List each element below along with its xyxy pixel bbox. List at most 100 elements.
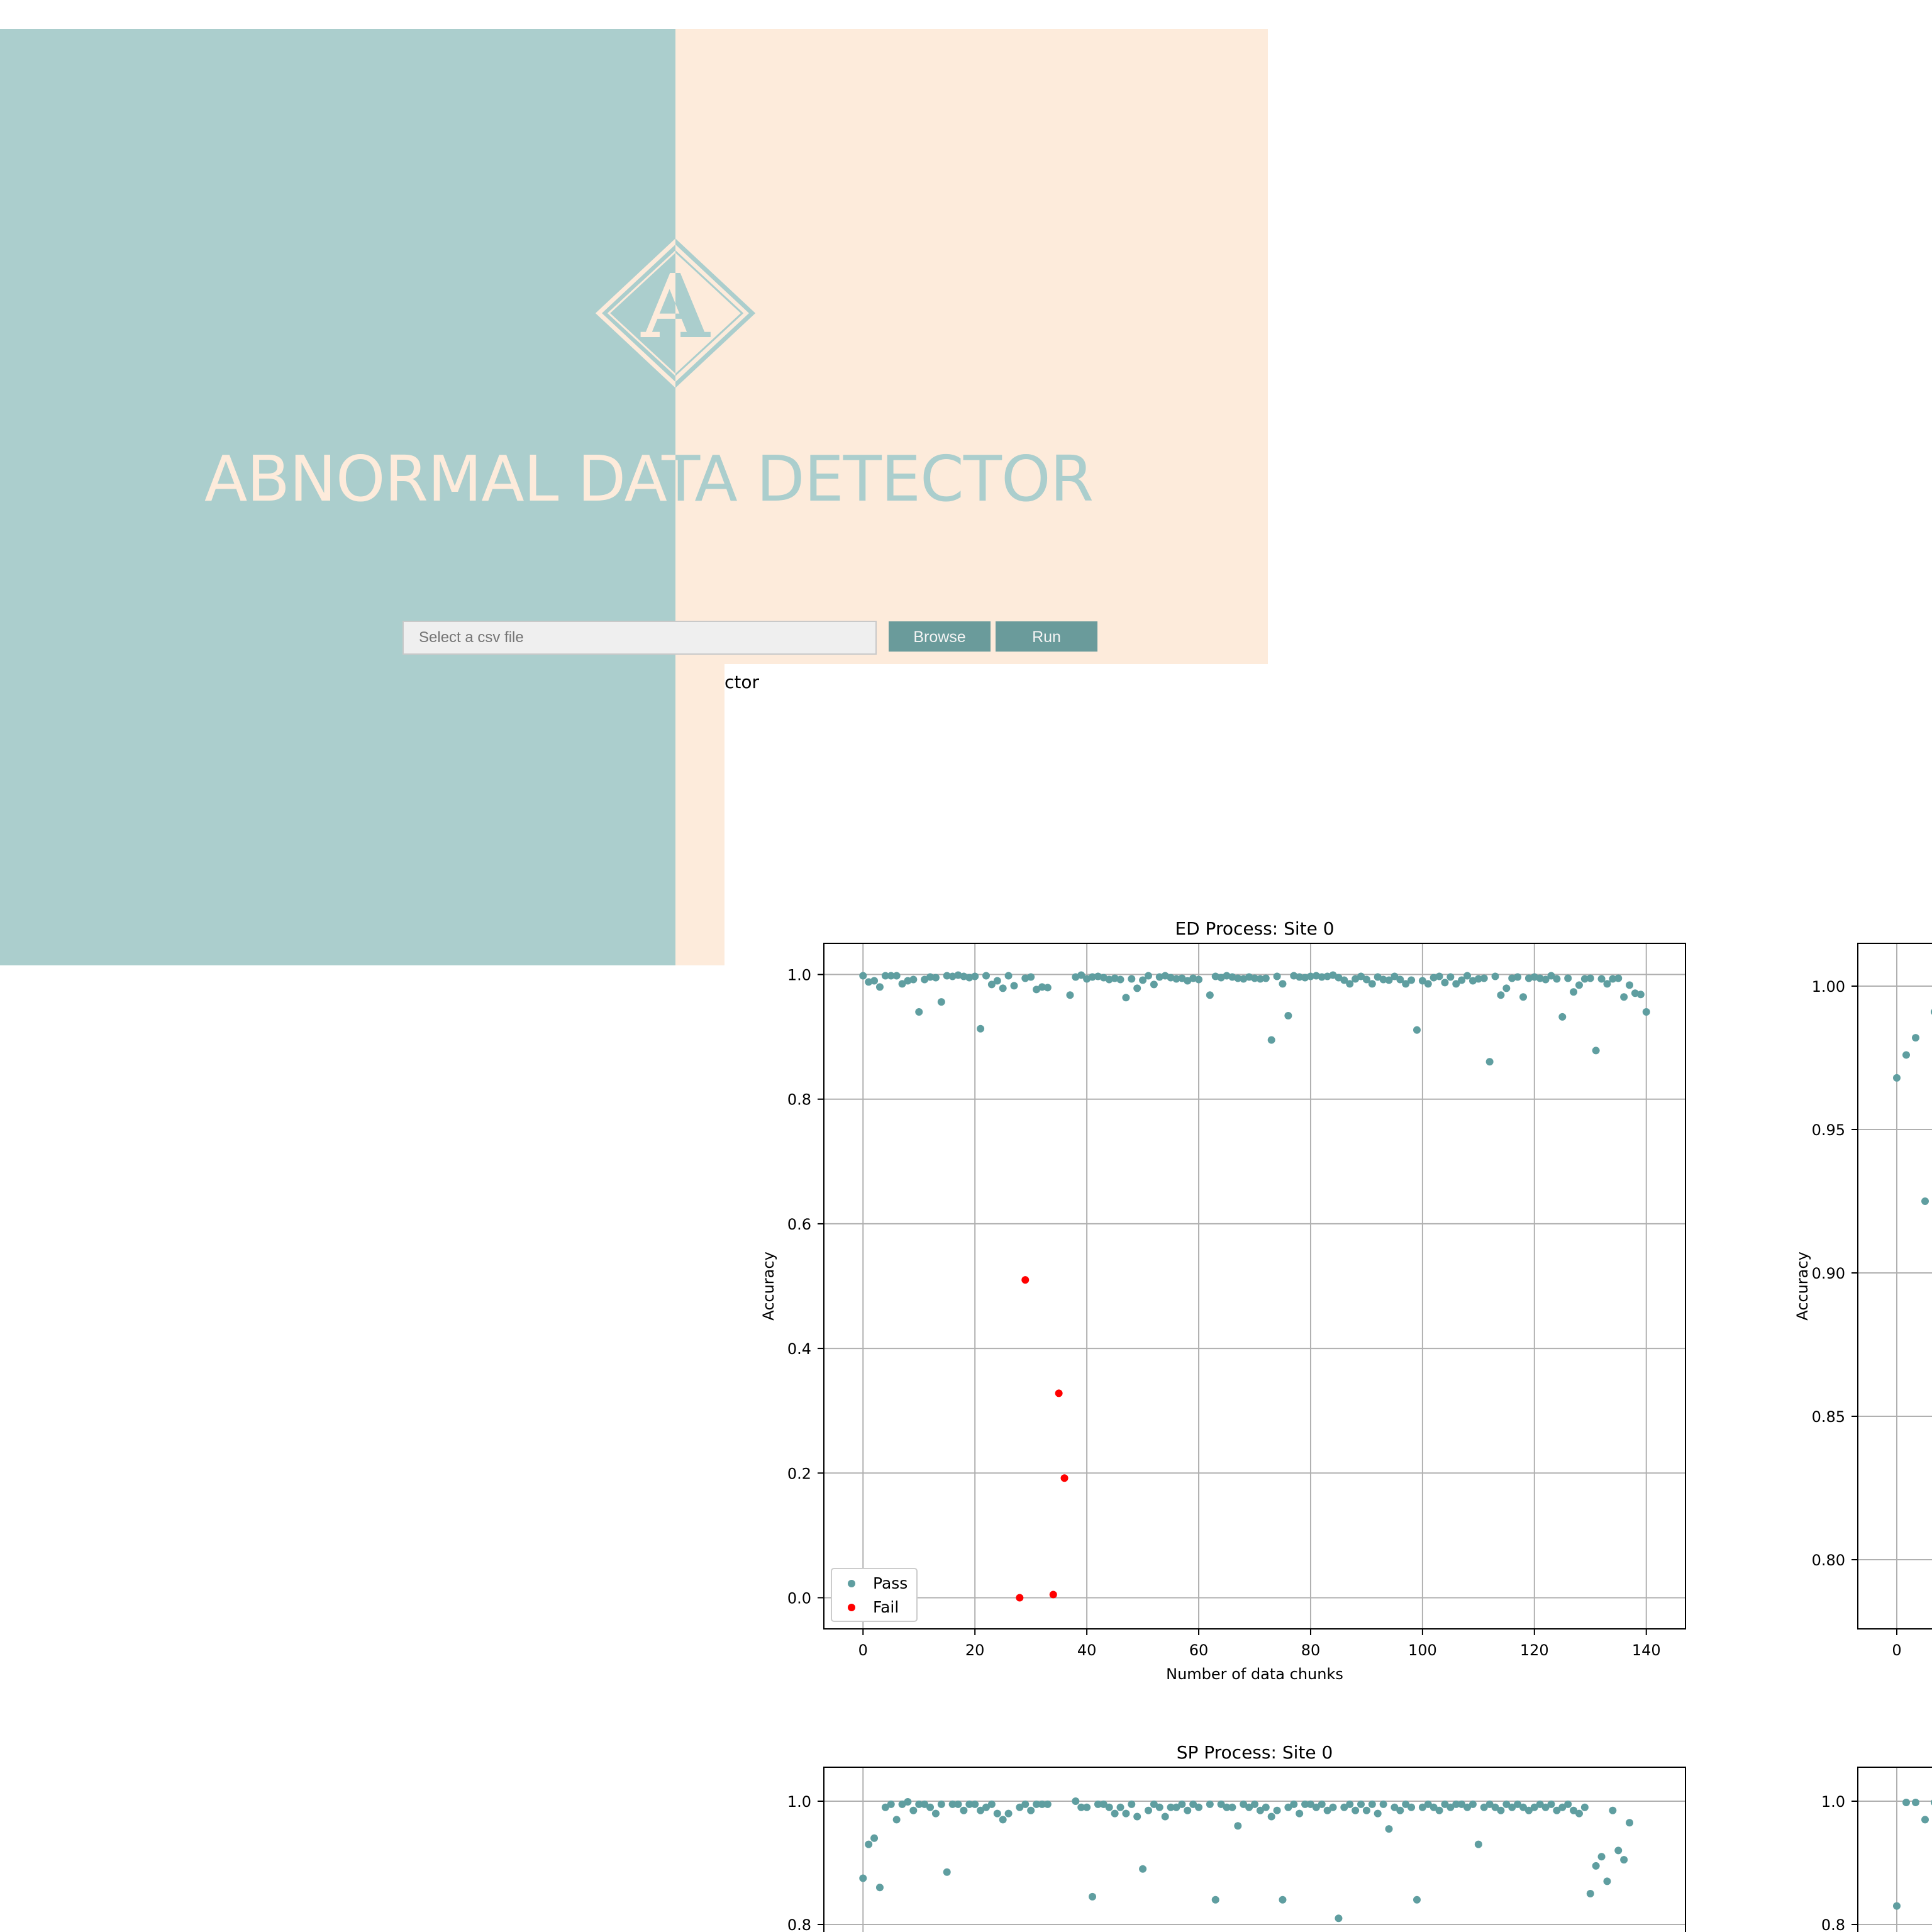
data-point-pass [948, 1800, 957, 1808]
data-point-pass [1446, 1803, 1455, 1811]
data-point-pass [909, 975, 918, 984]
data-point-pass [1626, 981, 1634, 989]
data-point-pass [875, 983, 884, 991]
data-point-pass [1089, 1892, 1097, 1901]
data-point-pass [1480, 1803, 1488, 1811]
data-point-pass [1357, 972, 1365, 980]
legend-marker [848, 1580, 855, 1587]
data-point-pass [1172, 975, 1180, 983]
data-point-pass [1519, 1803, 1528, 1811]
data-point-pass [1290, 1800, 1298, 1808]
csv-file-input[interactable] [402, 621, 877, 655]
data-point-pass [1564, 974, 1572, 982]
data-point-pass [1452, 980, 1460, 988]
data-point-pass [1340, 1803, 1348, 1811]
data-point-pass [1323, 1806, 1331, 1814]
data-point-pass [1043, 984, 1052, 992]
data-point-pass [1435, 1806, 1443, 1814]
data-point-pass [1312, 1803, 1320, 1811]
data-point-pass [1318, 1800, 1326, 1808]
data-point-pass [1004, 1809, 1013, 1818]
chart-0: 0.0 0.2 0.4 0.6 0.8 1.0 0 20 40 60 80 100 120 140 ED P… [760, 918, 1686, 1683]
data-point-pass [904, 1797, 912, 1806]
data-point-pass [1206, 1800, 1214, 1808]
data-point-pass [943, 1868, 951, 1876]
data-point-pass [1609, 975, 1617, 983]
run-button[interactable]: Run [996, 621, 1097, 652]
data-point-pass [1195, 1803, 1203, 1811]
data-point-pass [1228, 1803, 1236, 1811]
data-point-pass [1485, 1058, 1494, 1066]
data-point-pass [1352, 1806, 1360, 1814]
data-point-pass [1083, 1803, 1091, 1811]
data-point-pass [1211, 1896, 1219, 1904]
data-point-pass [1122, 1809, 1130, 1818]
data-point-pass [1077, 1803, 1085, 1811]
data-point-pass [1133, 1813, 1141, 1821]
banner-overflow-left-panel [0, 664, 675, 965]
plot-frame [1857, 1767, 1932, 1932]
data-point-pass [1240, 1800, 1248, 1808]
data-point-pass [1122, 994, 1130, 1002]
data-point-pass [1396, 1806, 1404, 1814]
y-tick-label: 1.0 [787, 967, 811, 984]
data-point-pass [1346, 980, 1354, 988]
data-point-pass [1267, 1813, 1275, 1821]
data-point-pass [1441, 1800, 1449, 1808]
chart-title: ED Process: Site 0 [1175, 918, 1334, 939]
data-point-pass [1128, 1800, 1136, 1808]
data-point-pass [1206, 991, 1214, 999]
data-point-pass [1597, 1853, 1606, 1861]
data-point-pass [937, 998, 945, 1006]
data-point-pass [1391, 972, 1399, 980]
data-point-pass [1155, 1803, 1163, 1811]
data-point-pass [1027, 1806, 1035, 1814]
data-point-pass [1402, 1800, 1410, 1808]
data-point-pass [1575, 981, 1583, 989]
data-point-pass [1553, 975, 1561, 983]
x-tick-label: 140 [1632, 1641, 1661, 1659]
data-point-pass [1016, 1803, 1024, 1811]
data-point-pass [859, 1874, 867, 1882]
svg-text:A: A [640, 255, 711, 358]
data-point-pass [982, 972, 990, 980]
data-point-pass [1902, 1798, 1910, 1806]
data-point-pass [1094, 1800, 1102, 1808]
data-point-pass [1902, 1051, 1910, 1059]
data-point-pass [1468, 1800, 1477, 1808]
banner-left-panel [0, 29, 675, 664]
data-point-pass [1133, 984, 1141, 992]
x-axis-label: Number of data chunks [1166, 1665, 1343, 1683]
data-point-pass [1396, 975, 1404, 984]
data-point-pass [909, 1806, 918, 1814]
data-point-pass [1346, 1800, 1354, 1808]
data-point-pass [1329, 1803, 1337, 1811]
data-point-pass [1502, 1800, 1511, 1808]
app-title: ABNORMAL DATA DETECTOR ABNORMAL DATA DET… [204, 442, 1094, 516]
data-point-pass [1921, 1197, 1929, 1205]
data-point-pass [1620, 993, 1628, 1001]
data-point-pass [1586, 1890, 1594, 1897]
data-point-pass [921, 1800, 929, 1808]
data-point-pass [1172, 1803, 1180, 1811]
data-point-pass [870, 977, 879, 985]
data-point-pass [1485, 1800, 1494, 1808]
browse-button[interactable]: Browse [889, 621, 991, 652]
data-point-pass [943, 972, 951, 980]
data-point-pass [1150, 1800, 1158, 1808]
y-tick-label: 0.8 [787, 1091, 811, 1109]
banner-right-panel [675, 29, 1268, 664]
y-tick-label: 1.0 [787, 1793, 811, 1811]
data-point-pass [859, 972, 867, 980]
data-point-pass [887, 1800, 895, 1808]
data-point-pass [1379, 1800, 1387, 1808]
plot-frame [823, 943, 1686, 1629]
data-point-pass [1570, 988, 1578, 996]
data-point-pass [1374, 1809, 1382, 1818]
y-tick-label: 0.95 [1812, 1121, 1845, 1139]
data-point-pass [1234, 1822, 1242, 1830]
data-point-pass [1296, 973, 1304, 981]
chart-title: SP Process: Site 0 [1177, 1742, 1333, 1763]
data-point-pass [1491, 1803, 1499, 1811]
